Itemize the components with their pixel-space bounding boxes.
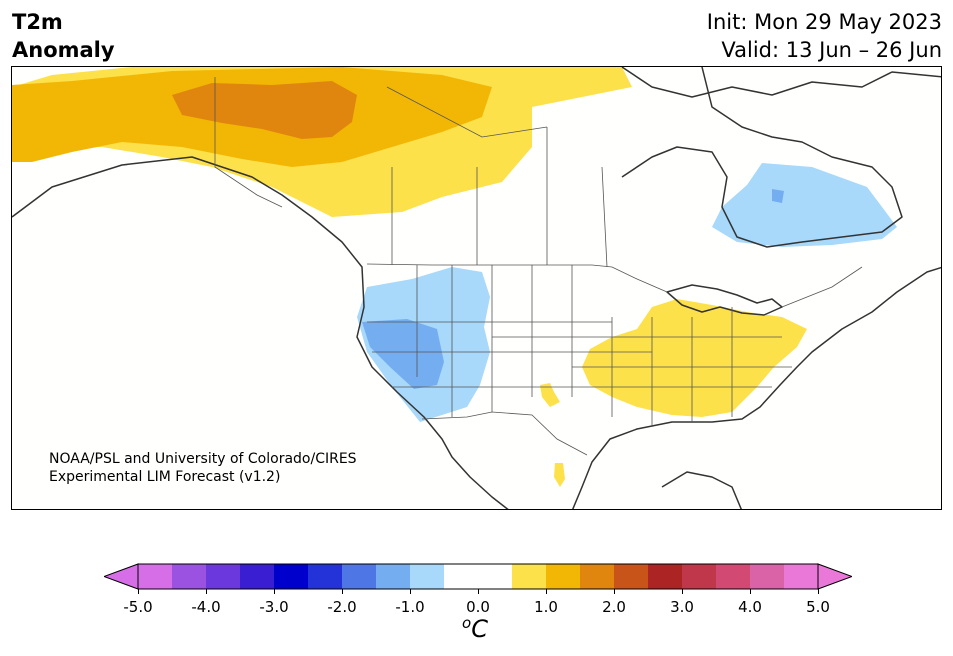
moderate-cool-anomaly-great-basin: [362, 319, 444, 389]
colorbar-tick-mark: [818, 589, 819, 594]
colorbar-unit: oC: [462, 614, 488, 643]
warm-anomaly-mexico: [554, 463, 565, 487]
colorbar-cells: [138, 564, 819, 589]
map-title: T2m Anomaly: [12, 8, 115, 64]
colorbar-tick-label: 5.0: [806, 598, 830, 616]
credit-line-1: NOAA/PSL and University of Colorado/CIRE…: [49, 451, 357, 467]
us-mexico-border: [421, 411, 588, 456]
colorbar-cell: [376, 564, 411, 589]
colorbar-cell: [410, 564, 445, 589]
colorbar-cell: [546, 564, 581, 589]
colorbar-high-extension: [817, 563, 852, 590]
credit-line-2: Experimental LIM Forecast (v1.2): [49, 469, 281, 485]
hudson-bay-coastline: [621, 67, 903, 248]
pacific-coastline: [12, 156, 509, 509]
valid-date: Valid: 13 Jun – 26 Jun: [721, 38, 942, 62]
colorbar-cell: [444, 564, 479, 589]
colorbar-cell: [784, 564, 819, 589]
title-variable: T2m: [12, 10, 63, 34]
colorbar-cell: [478, 564, 513, 589]
colorbar-tick-label: -3.0: [259, 598, 289, 616]
colorbar-tick-mark: [410, 589, 411, 594]
colorbar-cell: [750, 564, 785, 589]
colorbar-tick-label: 0.0: [466, 598, 490, 616]
colorbar-tick-mark: [478, 589, 479, 594]
colorbar-cell: [138, 564, 173, 589]
colorbar-tick-mark: [342, 589, 343, 594]
us-state-borders: [367, 265, 792, 427]
colorbar-cell: [206, 564, 241, 589]
colorbar-cell: [172, 564, 207, 589]
colorbar-cell: [580, 564, 615, 589]
gulf-coastline: [572, 266, 941, 509]
colorbar-tick-label: 1.0: [534, 598, 558, 616]
colorbar-tick-mark: [614, 589, 615, 594]
colorbar-cell: [682, 564, 717, 589]
mexico-yucatan-coastline: [661, 471, 742, 509]
political-borders: [214, 77, 863, 456]
forecast-dates: Init: Mon 29 May 2023 Valid: 13 Jun – 26…: [707, 8, 942, 64]
colorbar-cell: [240, 564, 275, 589]
colorbar-tick-mark: [206, 589, 207, 594]
colorbar-cell: [716, 564, 751, 589]
canadian-province-borders: [386, 86, 608, 268]
colorbar-cell: [342, 564, 377, 589]
anomaly-map: [12, 67, 941, 509]
colorbar: [104, 563, 852, 590]
colorbar-tick-mark: [138, 589, 139, 594]
colorbar-tick-label: -5.0: [123, 598, 153, 616]
credit-text: NOAA/PSL and University of Colorado/CIRE…: [49, 450, 357, 486]
arctic-islands-coastline: [621, 67, 941, 98]
colorbar-tick-mark: [546, 589, 547, 594]
colorbar-cell: [614, 564, 649, 589]
cool-anomaly-hudson-bay: [712, 163, 897, 247]
strong-warm-anomaly-north: [172, 81, 357, 139]
canada-us-border: [366, 263, 863, 308]
colorbar-tick-label: -4.0: [191, 598, 221, 616]
colorbar-cell: [648, 564, 683, 589]
unit-letter: C: [471, 615, 488, 643]
init-date: Init: Mon 29 May 2023: [706, 10, 942, 34]
colorbar-tick-label: 3.0: [670, 598, 694, 616]
colorbar-tick-label: 4.0: [738, 598, 762, 616]
colorbar-tick-mark: [274, 589, 275, 594]
colorbar-tick-label: -1.0: [395, 598, 425, 616]
colorbar-tick-mark: [682, 589, 683, 594]
map-panel: [11, 66, 942, 510]
title-anomaly: Anomaly: [12, 38, 115, 62]
colorbar-cell: [308, 564, 343, 589]
colorbar-cell: [274, 564, 309, 589]
colorbar-tick-label: 2.0: [602, 598, 626, 616]
colorbar-low-extension: [104, 563, 139, 590]
colorbar-tick-label: -2.0: [327, 598, 357, 616]
colorbar-cell: [512, 564, 547, 589]
anomaly-fills: [12, 67, 897, 487]
alaska-canada-border: [214, 77, 283, 208]
degree-symbol: o: [462, 614, 472, 632]
colorbar-tick-mark: [750, 589, 751, 594]
warm-anomaly-texas: [540, 383, 560, 407]
moderate-cool-anomaly-hudson-bay: [772, 189, 784, 203]
warm-anomaly-eastern-us: [582, 299, 807, 417]
